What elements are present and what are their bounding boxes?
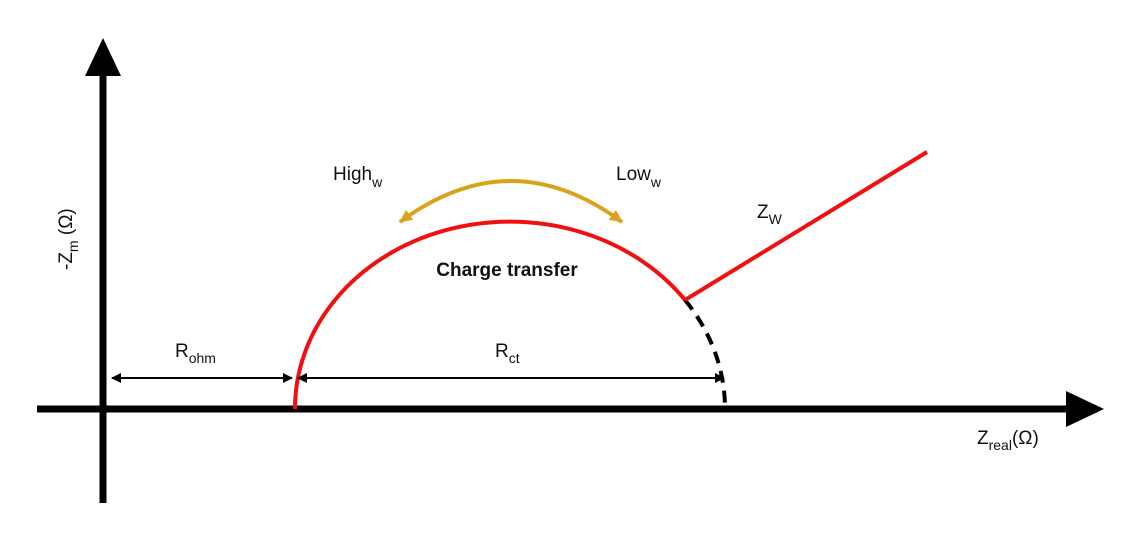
text: Low <box>616 164 651 185</box>
text: High <box>333 164 372 185</box>
text: w <box>650 174 662 190</box>
text: real <box>989 437 1012 453</box>
text: ct <box>509 350 520 366</box>
text: R <box>495 341 509 362</box>
y-axis-label: -Zm (Ω) <box>56 208 81 270</box>
warburg-label: ZW <box>757 202 783 227</box>
x-axis-label: Zreal(Ω) <box>977 428 1039 453</box>
r-ct-label: Rct <box>495 341 520 366</box>
high-label: Highw <box>333 164 383 190</box>
semicircle <box>292 219 687 410</box>
text: -Z <box>56 252 77 270</box>
low-label: Loww <box>616 164 662 190</box>
text: Z <box>977 428 989 449</box>
warburg-line <box>683 150 929 302</box>
text: m <box>65 240 81 252</box>
text: Z <box>757 202 769 223</box>
charge-transfer-label: Charge transfer <box>436 260 578 281</box>
frequency-arrow <box>398 179 624 224</box>
text: (Ω) <box>56 208 77 240</box>
text: w <box>371 174 383 190</box>
text: (Ω) <box>1012 428 1039 449</box>
x-axis-arrow <box>1066 391 1104 427</box>
y-axis-arrow <box>85 38 121 76</box>
text: ohm <box>189 350 216 366</box>
semicircle-extension <box>683 298 728 410</box>
text: R <box>175 341 189 362</box>
r-ohm-label: Rohm <box>175 341 216 366</box>
text: W <box>769 211 783 227</box>
